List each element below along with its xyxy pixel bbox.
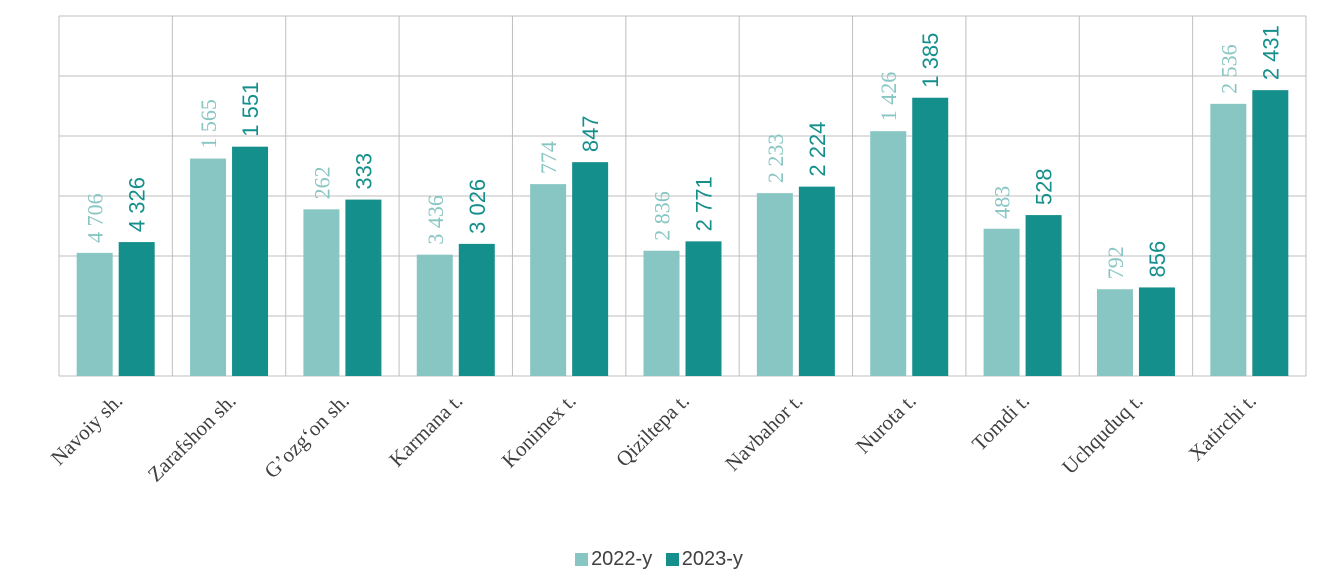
- x-tick-label-6: Qiziltepa t.: [611, 389, 694, 472]
- value-label-2022-y-11: 2 536: [1216, 44, 1241, 94]
- bar-2022-y-4: [416, 254, 453, 376]
- value-label-2022-y-4: 3 436: [423, 195, 448, 245]
- value-label-2022-y-6: 2 836: [650, 191, 675, 241]
- bar-2023-y-5: [572, 162, 609, 376]
- x-tick-label-9: Tomdi t.: [967, 389, 1034, 456]
- bar-2023-y-7: [798, 186, 835, 376]
- value-label-2023-y-10: 856: [1145, 241, 1170, 278]
- x-tick-label-4: Karmana t.: [384, 389, 467, 472]
- x-tick-labels: Navoiy sh. Zarafshon sh. G’ozg‘on sh. Karma…: [46, 389, 1261, 487]
- value-label-2022-y-9: 483: [990, 186, 1015, 219]
- value-label-2022-y-1: 4 706: [83, 193, 108, 243]
- legend-swatch-2022: [575, 553, 589, 566]
- value-label-2023-y-8: 1 385: [918, 33, 943, 88]
- x-tick-label-10: Uchquduq t.: [1057, 389, 1147, 479]
- bar-2022-y-7: [756, 193, 793, 376]
- x-tick-label-5: Konimex t.: [497, 389, 581, 473]
- bar-2023-y-6: [685, 241, 722, 376]
- bar-2022-y-10: [1096, 289, 1133, 376]
- bar-2022-y-3: [303, 209, 340, 376]
- value-label-2023-y-7: 2 224: [805, 122, 830, 177]
- value-labels: 4 706 4 326 1 565 1 551 262 333 3 436 3 026 774 8…: [83, 25, 1284, 279]
- bar-2023-y-11: [1252, 90, 1289, 376]
- x-tick-label-11: Xatirchi t.: [1184, 389, 1261, 466]
- bar-2023-y-4: [458, 243, 495, 376]
- bar-2023-y-9: [1025, 215, 1062, 376]
- x-tick-label-3: G’ozg‘on sh.: [259, 389, 354, 484]
- value-label-2023-y-5: 847: [578, 115, 603, 152]
- value-label-2023-y-2: 1 551: [238, 82, 263, 137]
- bar-2023-y-3: [345, 199, 382, 376]
- bar-2022-y-8: [870, 131, 907, 376]
- value-label-2022-y-3: 262: [309, 166, 334, 199]
- bars: [76, 90, 1289, 376]
- legend-item-2023: 2023-y: [665, 548, 743, 571]
- value-label-2022-y-10: 792: [1103, 246, 1128, 279]
- value-label-2022-y-8: 1 426: [876, 72, 901, 122]
- x-tick-label-8: Nurota t.: [851, 389, 921, 459]
- legend-label-2022: 2022-y: [591, 548, 653, 570]
- value-label-2022-y-7: 2 233: [763, 134, 788, 184]
- bar-2023-y-8: [912, 97, 949, 376]
- bar-2022-y-9: [983, 228, 1020, 376]
- bar-2023-y-10: [1138, 287, 1175, 376]
- legend-swatch-2023: [665, 553, 679, 566]
- legend-item-2022: 2022-y: [575, 548, 652, 571]
- x-tick-label-1: Navoiy sh.: [46, 389, 127, 470]
- bar-2022-y-11: [1210, 103, 1247, 376]
- bar-2023-y-1: [118, 242, 155, 376]
- value-label-2023-y-11: 2 431: [1258, 25, 1283, 80]
- bar-2022-y-2: [190, 158, 227, 376]
- bar-chart: 4 706 4 326 1 565 1 551 262 333 3 436 3 026 774 8…: [46, 15, 1307, 487]
- value-label-2023-y-9: 528: [1032, 168, 1057, 205]
- value-label-2022-y-2: 1 565: [196, 99, 221, 149]
- legend: 2022-y 2023-y: [0, 548, 1318, 572]
- legend-label-2023: 2023-y: [681, 548, 743, 570]
- x-tick-label-2: Zarafshon sh.: [143, 389, 241, 487]
- x-tick-label-7: Navbahor t.: [720, 389, 807, 476]
- value-label-2022-y-5: 774: [536, 141, 561, 174]
- bar-2022-y-6: [643, 250, 680, 376]
- bar-2022-y-1: [76, 252, 113, 376]
- value-label-2023-y-6: 2 771: [692, 176, 717, 231]
- value-label-2023-y-4: 3 026: [465, 179, 490, 234]
- bar-2022-y-5: [530, 184, 567, 376]
- value-label-2023-y-1: 4 326: [125, 177, 150, 232]
- value-label-2023-y-3: 333: [351, 153, 376, 190]
- bar-2023-y-2: [232, 146, 269, 376]
